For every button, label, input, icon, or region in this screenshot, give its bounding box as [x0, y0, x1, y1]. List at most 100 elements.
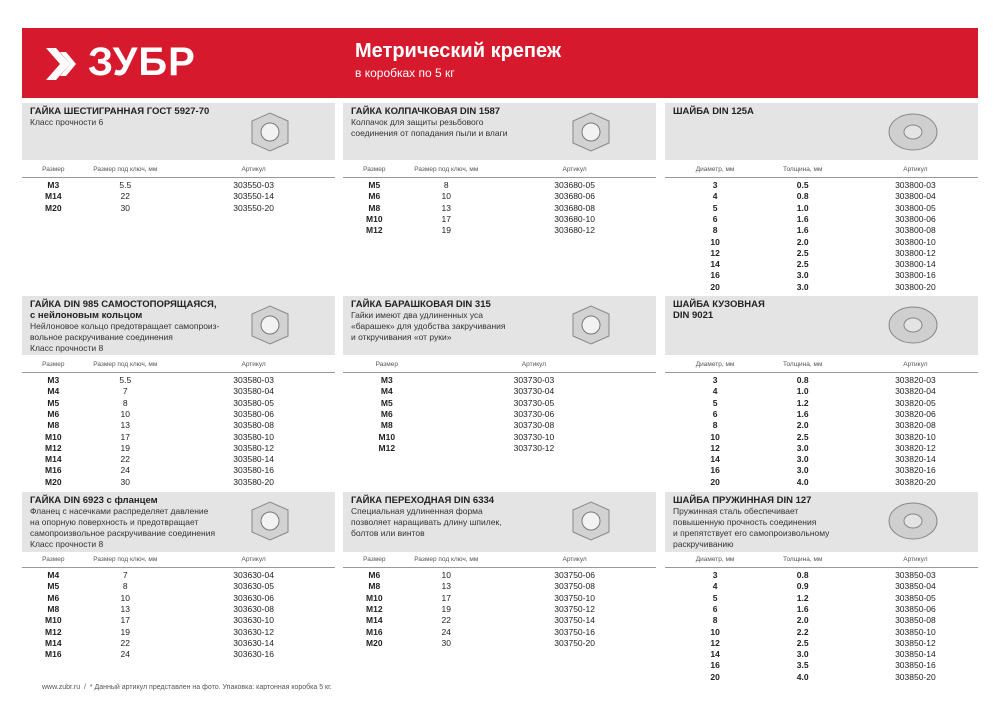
table-cell: 30	[441, 637, 452, 648]
table-cell: 303800-12	[895, 247, 936, 258]
table-cell: 303730-06	[513, 408, 555, 419]
table-cell: 3.0	[796, 270, 809, 281]
table-cell: 303800-06	[895, 213, 936, 224]
table-cell: M5	[380, 397, 393, 408]
panel-description: Пружинная сталь обеспечивает	[673, 506, 799, 516]
table-cell: 13	[120, 603, 131, 614]
table-cell: 14	[710, 454, 720, 465]
header-separator	[22, 372, 335, 373]
column-header: Толщина, мм	[782, 166, 823, 173]
table-cell: 10	[710, 626, 720, 637]
footer: www.zubr.ru / * Данный артикул представл…	[42, 684, 332, 691]
table-cell: 303820-06	[895, 408, 936, 419]
table-cell: 303580-04	[233, 386, 274, 397]
table-cell: 303800-20	[895, 281, 936, 292]
table-cell: 303580-05	[233, 397, 274, 408]
table-cell: M4	[47, 570, 60, 580]
table-cell: 30	[120, 202, 131, 213]
footer-url: www.zubr.ru	[42, 684, 81, 691]
table-cell: M6	[47, 408, 60, 419]
table-cell: M3	[47, 375, 60, 385]
column-header: Артикул	[521, 361, 547, 368]
table-cell: M10	[366, 592, 383, 603]
table-cell: M14	[45, 637, 62, 648]
table-cell: M4	[47, 386, 60, 397]
table-cell: 303580-14	[233, 454, 274, 465]
table-cell: 303750-14	[554, 615, 595, 626]
panel-description: «барашек» для удобства закручивания	[351, 321, 506, 331]
table-cell: 22	[120, 454, 131, 465]
column-header: Размер	[363, 166, 386, 173]
table-cell: 5.5	[119, 180, 132, 190]
table-cell: 10	[441, 191, 452, 202]
table-cell: 3.0	[796, 454, 809, 465]
column-header: Диаметр, мм	[695, 166, 735, 173]
table-cell: 1.6	[796, 408, 809, 419]
table-cell: 303750-12	[554, 603, 595, 614]
table-cell: 303850-14	[895, 649, 936, 660]
table-cell: 1.0	[796, 386, 809, 397]
table-cell: 303730-03	[513, 375, 555, 385]
table-cell: 0.8	[796, 191, 809, 202]
table-cell: 2.0	[796, 236, 809, 247]
table-cell: 2.5	[796, 259, 809, 270]
table-cell: 1.6	[796, 213, 809, 224]
panel-title: с нейлоновым кольцом	[30, 310, 143, 321]
column-header: Размер под ключ, мм	[93, 166, 158, 173]
column-header: Диаметр, мм	[695, 556, 735, 563]
table-cell: 303850-03	[895, 570, 936, 580]
table-cell: 20	[710, 476, 720, 487]
column-header: Размер	[42, 361, 65, 368]
column-header: Размер под ключ, мм	[93, 361, 158, 368]
table-cell: 303580-06	[233, 408, 274, 419]
table-cell: 303580-03	[233, 375, 274, 385]
column-header: Диаметр, мм	[695, 361, 735, 368]
panel-description: и откручивания «от руки»	[351, 332, 452, 342]
table-cell: 303630-05	[233, 581, 274, 592]
table-cell: 30	[120, 476, 131, 487]
table-cell: M12	[45, 442, 62, 453]
table-cell: 19	[120, 442, 131, 453]
table-cell: 20	[710, 671, 720, 682]
table-cell: M12	[45, 626, 62, 637]
table-cell: 17	[120, 615, 131, 626]
column-header: Артикул	[903, 556, 928, 563]
table-cell: 2.2	[796, 626, 809, 637]
table-cell: 303820-08	[895, 420, 936, 431]
product-image	[888, 502, 938, 540]
table-cell: M16	[45, 649, 62, 660]
table-cell: M16	[45, 465, 62, 476]
table-cell: M14	[45, 454, 62, 465]
table-cell: 6	[712, 213, 718, 224]
table-cell: M10	[45, 615, 62, 626]
table-cell: 2.5	[796, 247, 809, 258]
table-cell: 303820-20	[895, 476, 936, 487]
table-cell: 303800-10	[895, 236, 936, 247]
column-header: Размер	[363, 556, 386, 563]
table-cell: M8	[380, 420, 393, 431]
table-cell: 2.0	[796, 420, 809, 431]
table-cell: 13	[441, 581, 452, 592]
product-image	[888, 306, 938, 344]
table-cell: M6	[380, 408, 393, 419]
table-cell: 303800-08	[895, 225, 936, 236]
panel-description: болтов или винтов	[351, 528, 425, 538]
panel-description: самопроизвольное раскручивание соединени…	[30, 528, 216, 538]
table-cell: 303820-10	[895, 431, 936, 442]
table-cell: 303580-10	[233, 431, 274, 442]
product-image	[251, 305, 289, 345]
table-cell: 19	[120, 626, 131, 637]
header-separator	[665, 567, 978, 568]
table-cell: 303630-12	[233, 626, 274, 637]
table-cell: 1.6	[796, 603, 809, 614]
table-cell: 303630-14	[233, 637, 274, 648]
table-cell: 303820-05	[895, 397, 936, 408]
column-header: Артикул	[241, 361, 266, 368]
column-header: Артикул	[562, 556, 587, 563]
table-cell: M5	[47, 581, 60, 592]
table-cell: 303630-16	[233, 649, 274, 660]
table-cell: 1.0	[796, 202, 809, 213]
table-cell: 3.0	[796, 649, 809, 660]
logo: ЗУБР	[88, 40, 196, 84]
